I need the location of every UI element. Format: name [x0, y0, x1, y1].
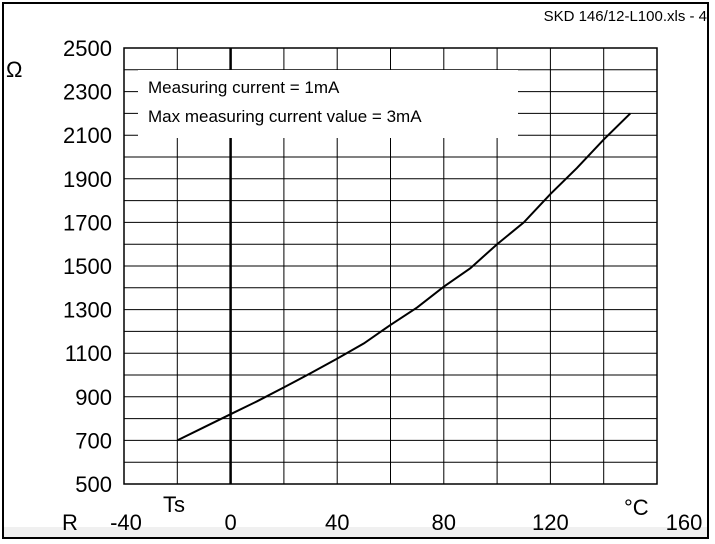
- file-label: SKD 146/12-L100.xls - 4: [544, 8, 707, 25]
- x-tick-labels: -40 0 40 80 120 160: [110, 510, 702, 535]
- y-tick-label: 500: [75, 472, 112, 497]
- y-tick-label: 2100: [63, 123, 112, 148]
- x-tick-label: 80: [432, 510, 456, 535]
- y-tick-label: 900: [75, 385, 112, 410]
- x-tick-label: -40: [110, 510, 142, 535]
- x-tick-label: 40: [325, 510, 349, 535]
- bottom-strip: [4, 527, 707, 537]
- y-tick-label: 700: [75, 428, 112, 453]
- x-tick-label: 0: [224, 510, 236, 535]
- y-axis-unit: Ω: [6, 57, 22, 82]
- plot-area: [123, 47, 658, 485]
- y-tick-label: 2500: [63, 36, 112, 61]
- y-tick-label: 1300: [63, 298, 112, 323]
- legend-box: [138, 70, 518, 138]
- y-tick-label: 2300: [63, 80, 112, 105]
- x-tick-label: 120: [532, 510, 569, 535]
- chart-frame: [2, 2, 709, 539]
- y-tick-label: 1500: [63, 254, 112, 279]
- legend-line-1: Measuring current = 1mA: [148, 78, 340, 97]
- y-tick-label: 1900: [63, 167, 112, 192]
- x-tick-label: 160: [666, 510, 703, 535]
- y-tick-labels: 500 700 900 1100 1300 1500 1700 1900 2100 2300 250…: [63, 36, 112, 497]
- legend-line-2: Max measuring current value = 3mA: [148, 107, 422, 126]
- x-axis-unit: °C: [624, 495, 649, 520]
- y-axis-name: R: [62, 510, 78, 535]
- y-tick-label: 1700: [63, 210, 112, 235]
- y-tick-label: 1100: [65, 341, 112, 366]
- series-line: [176, 112, 632, 442]
- ts-label: Ts: [163, 492, 185, 517]
